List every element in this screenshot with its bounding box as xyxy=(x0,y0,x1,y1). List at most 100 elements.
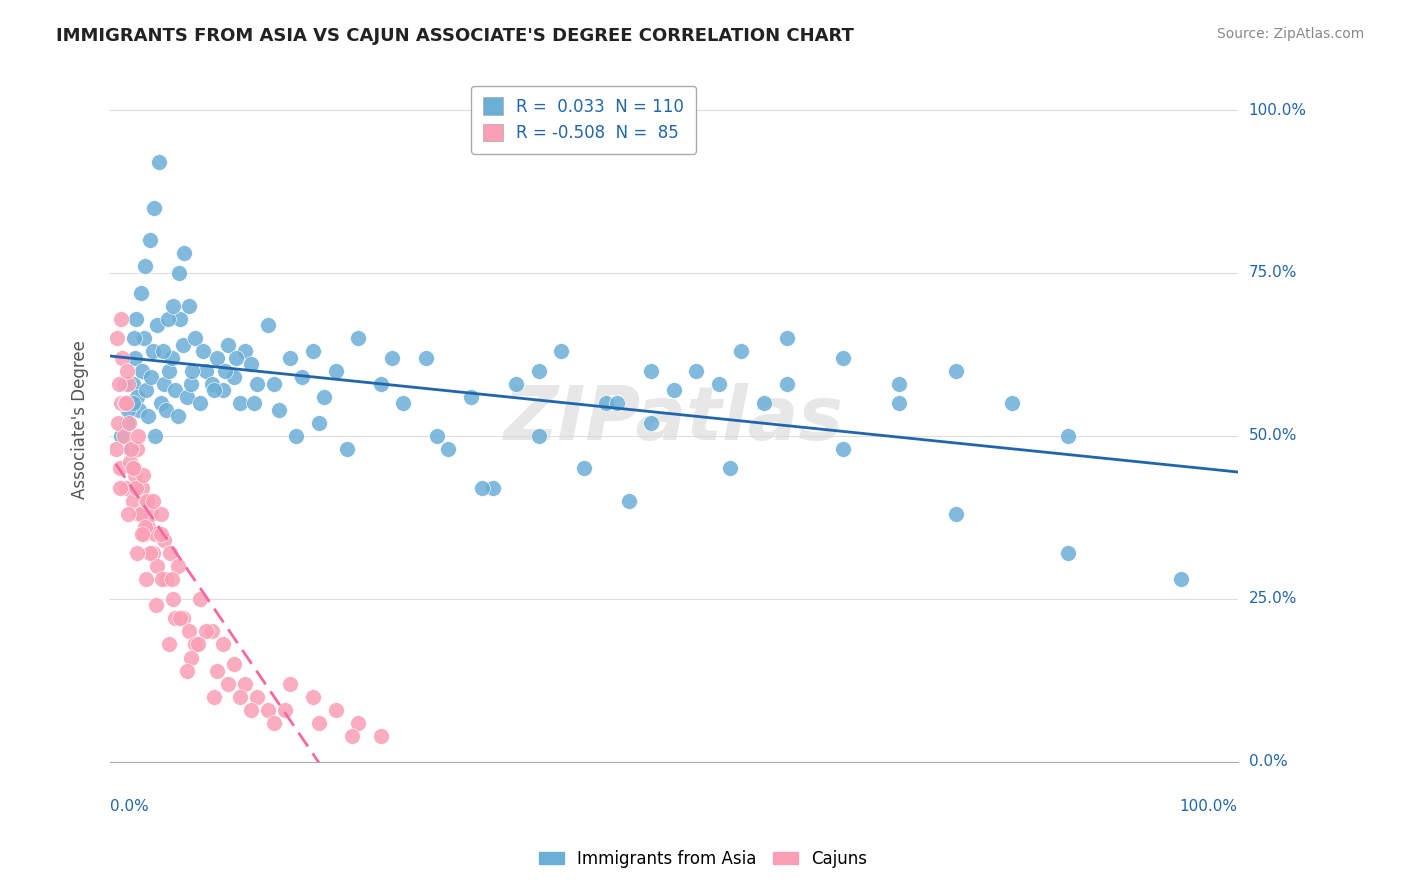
Point xyxy=(482,481,505,495)
Point xyxy=(132,468,155,483)
Point xyxy=(153,376,176,391)
Point xyxy=(121,461,143,475)
Point xyxy=(595,396,617,410)
Text: 25.0%: 25.0% xyxy=(1249,591,1296,607)
Point xyxy=(128,402,150,417)
Point xyxy=(173,246,195,260)
Point xyxy=(202,384,225,398)
Point xyxy=(325,703,347,717)
Point xyxy=(280,676,302,690)
Point xyxy=(143,526,166,541)
Point xyxy=(945,507,967,521)
Point xyxy=(183,637,205,651)
Point xyxy=(131,526,153,541)
Point xyxy=(143,201,166,215)
Point xyxy=(142,494,165,508)
Point xyxy=(131,481,153,495)
Point xyxy=(155,572,177,586)
Point xyxy=(191,344,214,359)
Point xyxy=(120,442,142,456)
Point xyxy=(121,396,143,410)
Text: 100.0%: 100.0% xyxy=(1180,799,1237,814)
Point xyxy=(157,637,180,651)
Point xyxy=(135,384,157,398)
Text: IMMIGRANTS FROM ASIA VS CAJUN ASSOCIATE'S DEGREE CORRELATION CHART: IMMIGRANTS FROM ASIA VS CAJUN ASSOCIATE'… xyxy=(56,27,853,45)
Point xyxy=(889,376,911,391)
Point xyxy=(172,337,194,351)
Point xyxy=(112,429,135,443)
Text: 0.0%: 0.0% xyxy=(1249,755,1288,769)
Point xyxy=(302,344,325,359)
Point xyxy=(257,703,280,717)
Point xyxy=(460,390,482,404)
Point xyxy=(117,507,139,521)
Point xyxy=(707,376,730,391)
Point xyxy=(110,311,132,326)
Point xyxy=(240,703,263,717)
Point xyxy=(110,481,132,495)
Point xyxy=(217,337,239,351)
Point xyxy=(235,344,257,359)
Point xyxy=(176,390,198,404)
Point xyxy=(471,481,494,495)
Point xyxy=(188,396,211,410)
Point xyxy=(437,442,460,456)
Point xyxy=(108,376,131,391)
Point xyxy=(115,481,138,495)
Point xyxy=(572,461,595,475)
Point xyxy=(285,429,308,443)
Point xyxy=(110,396,132,410)
Point xyxy=(205,351,228,365)
Point xyxy=(200,376,222,391)
Point xyxy=(222,370,245,384)
Point xyxy=(127,429,149,443)
Point xyxy=(149,526,172,541)
Point xyxy=(617,494,640,508)
Point xyxy=(156,311,179,326)
Point xyxy=(121,442,143,456)
Legend: Immigrants from Asia, Cajuns: Immigrants from Asia, Cajuns xyxy=(531,844,875,875)
Point xyxy=(169,611,191,625)
Point xyxy=(146,318,169,332)
Point xyxy=(122,461,145,475)
Text: 100.0%: 100.0% xyxy=(1249,103,1306,118)
Point xyxy=(149,396,172,410)
Point xyxy=(138,409,160,424)
Point xyxy=(150,572,173,586)
Point xyxy=(120,455,142,469)
Point xyxy=(149,507,172,521)
Point xyxy=(166,559,188,574)
Point xyxy=(110,461,132,475)
Point xyxy=(314,390,336,404)
Point xyxy=(381,351,404,365)
Point xyxy=(115,396,138,410)
Point xyxy=(138,233,160,247)
Point xyxy=(889,396,911,410)
Point xyxy=(347,331,370,345)
Point xyxy=(263,376,285,391)
Point xyxy=(148,155,170,169)
Point xyxy=(155,402,177,417)
Point xyxy=(142,546,165,560)
Point xyxy=(107,416,129,430)
Point xyxy=(222,657,245,671)
Point xyxy=(347,715,370,730)
Point xyxy=(211,384,233,398)
Point xyxy=(415,351,437,365)
Point xyxy=(181,364,204,378)
Point xyxy=(128,507,150,521)
Point xyxy=(142,344,165,359)
Point xyxy=(136,494,159,508)
Point xyxy=(302,690,325,704)
Point xyxy=(685,364,707,378)
Point xyxy=(229,396,252,410)
Point xyxy=(180,650,202,665)
Point xyxy=(125,481,148,495)
Point xyxy=(162,591,184,606)
Point xyxy=(662,384,685,398)
Point xyxy=(752,396,775,410)
Point xyxy=(246,376,269,391)
Point xyxy=(146,559,169,574)
Point xyxy=(945,364,967,378)
Point xyxy=(505,376,527,391)
